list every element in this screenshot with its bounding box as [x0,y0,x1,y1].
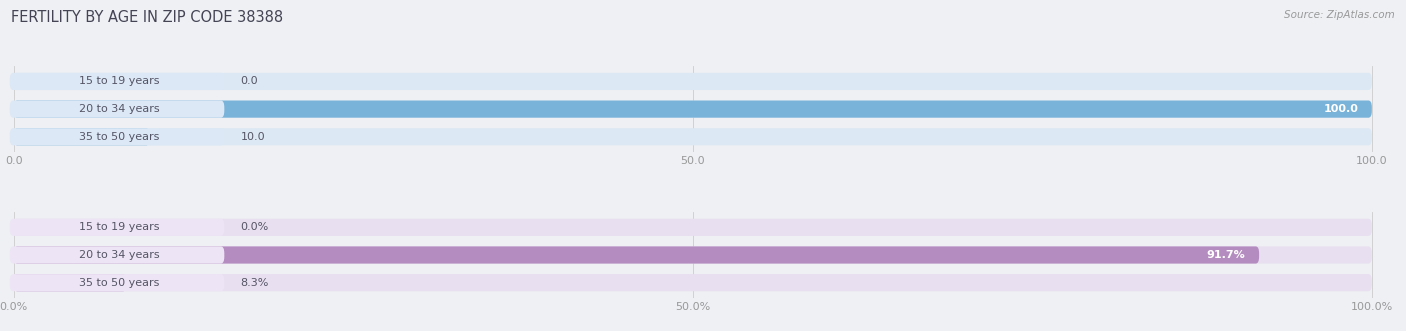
FancyBboxPatch shape [14,246,1372,263]
Text: 35 to 50 years: 35 to 50 years [79,278,159,288]
FancyBboxPatch shape [14,128,149,145]
FancyBboxPatch shape [14,73,1372,90]
FancyBboxPatch shape [10,101,225,118]
Text: 8.3%: 8.3% [240,278,269,288]
FancyBboxPatch shape [10,246,225,263]
Text: Source: ZipAtlas.com: Source: ZipAtlas.com [1284,10,1395,20]
Text: 15 to 19 years: 15 to 19 years [79,76,159,86]
FancyBboxPatch shape [10,128,225,145]
FancyBboxPatch shape [14,246,1260,263]
Text: 100.0: 100.0 [1323,104,1358,114]
Text: 0.0%: 0.0% [240,222,269,232]
FancyBboxPatch shape [10,219,225,236]
FancyBboxPatch shape [14,274,1372,291]
FancyBboxPatch shape [14,274,127,291]
Text: 20 to 34 years: 20 to 34 years [79,104,159,114]
FancyBboxPatch shape [14,101,1372,118]
Text: 20 to 34 years: 20 to 34 years [79,250,159,260]
Text: FERTILITY BY AGE IN ZIP CODE 38388: FERTILITY BY AGE IN ZIP CODE 38388 [11,10,284,25]
FancyBboxPatch shape [14,219,1372,236]
Text: 0.0: 0.0 [240,76,259,86]
FancyBboxPatch shape [10,73,225,90]
FancyBboxPatch shape [14,128,1372,145]
Text: 10.0: 10.0 [240,132,266,142]
Text: 91.7%: 91.7% [1206,250,1246,260]
FancyBboxPatch shape [14,101,1372,118]
Text: 15 to 19 years: 15 to 19 years [79,222,159,232]
Text: 35 to 50 years: 35 to 50 years [79,132,159,142]
FancyBboxPatch shape [10,274,225,291]
